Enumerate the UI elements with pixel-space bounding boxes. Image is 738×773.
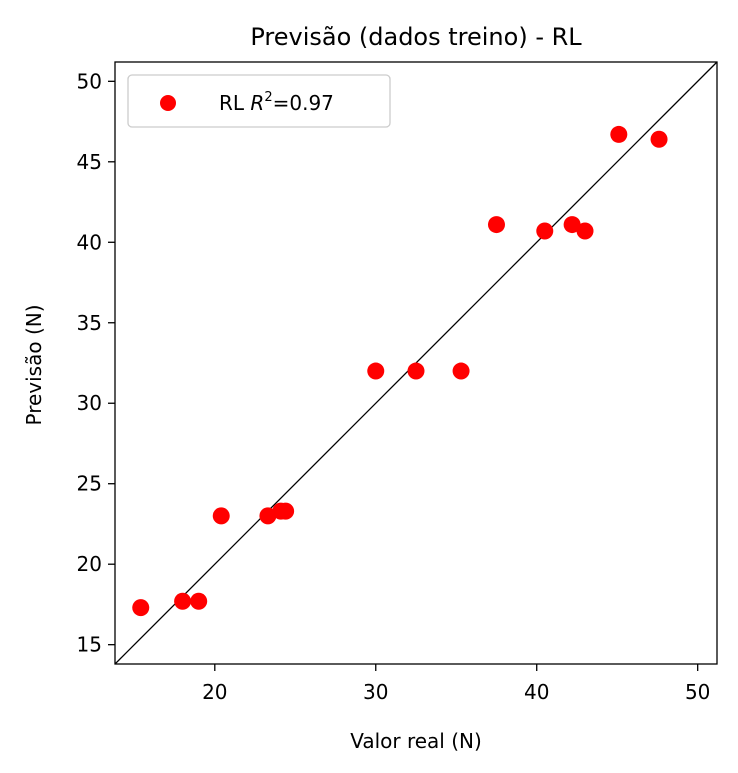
axes-frame bbox=[114, 61, 718, 665]
data-point bbox=[563, 216, 581, 234]
data-point bbox=[277, 502, 295, 520]
legend-label: RL R2=0.97 bbox=[219, 90, 334, 115]
legend: RL R2=0.97 bbox=[127, 74, 391, 128]
chart-title: Previsão (dados treino) - RL bbox=[250, 23, 582, 51]
y-tick-label: 25 bbox=[77, 472, 102, 496]
legend-series-name: RL bbox=[219, 91, 245, 115]
y-tick-label: 20 bbox=[77, 552, 102, 576]
y-tick-label: 50 bbox=[77, 69, 102, 93]
legend-r2-r: R bbox=[250, 91, 264, 115]
x-tick-label: 40 bbox=[524, 680, 549, 704]
legend-r2-eq: = bbox=[273, 91, 290, 115]
y-tick-label: 30 bbox=[77, 391, 102, 415]
data-point bbox=[487, 216, 505, 234]
legend-marker bbox=[160, 95, 176, 111]
x-axis-label: Valor real (N) bbox=[350, 729, 482, 753]
y-tick-label: 35 bbox=[77, 311, 102, 335]
x-tick-label: 30 bbox=[363, 680, 388, 704]
data-point bbox=[190, 592, 208, 610]
x-tick-label: 20 bbox=[202, 680, 227, 704]
data-point bbox=[174, 592, 192, 610]
y-axis-label: Previsão (N) bbox=[22, 304, 46, 425]
data-point bbox=[536, 222, 554, 240]
y-tick-label: 15 bbox=[77, 633, 102, 657]
data-point bbox=[212, 507, 230, 525]
x-tick-label: 50 bbox=[685, 680, 710, 704]
data-point bbox=[452, 362, 470, 380]
data-point bbox=[407, 362, 425, 380]
y-tick-label: 45 bbox=[77, 150, 102, 174]
plot-area bbox=[114, 61, 718, 665]
data-point bbox=[650, 130, 668, 148]
data-point bbox=[132, 599, 150, 617]
y-axis: 15 20 25 30 35 40 45 50 bbox=[77, 69, 115, 657]
data-point bbox=[576, 222, 594, 240]
data-point bbox=[259, 507, 277, 525]
x-axis: 20 30 40 50 bbox=[202, 664, 710, 704]
legend-r2-value: 0.97 bbox=[289, 91, 334, 115]
y-tick-label: 40 bbox=[77, 230, 102, 254]
legend-r2-exp: 2 bbox=[264, 90, 272, 105]
legend-box bbox=[127, 74, 391, 128]
data-point bbox=[367, 362, 385, 380]
data-point bbox=[610, 125, 628, 143]
